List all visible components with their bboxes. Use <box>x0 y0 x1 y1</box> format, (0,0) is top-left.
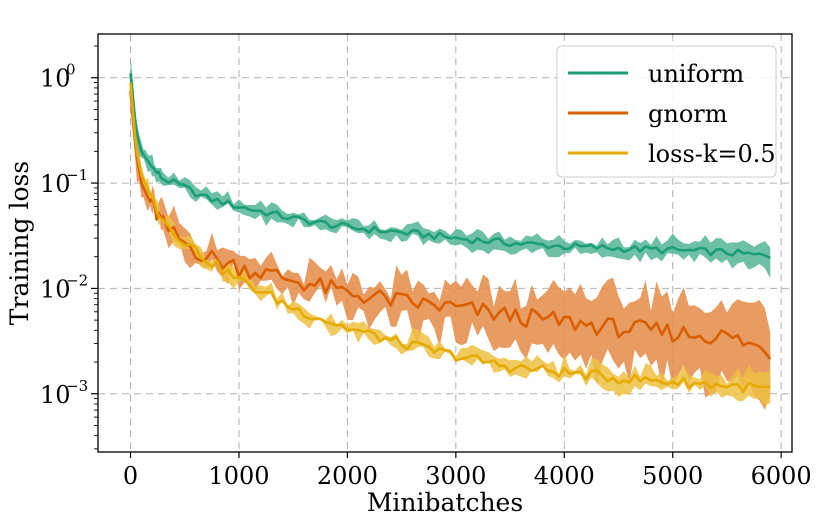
band-gnorm <box>130 83 771 410</box>
y-tick-base-0: 10 <box>40 65 71 93</box>
y-tick-base-3: 10 <box>40 381 71 409</box>
y-tick-exponent-1: −1 <box>66 166 88 184</box>
legend-label-2: loss-k=0.5 <box>648 140 776 168</box>
x-tick-label-2: 2000 <box>317 462 378 490</box>
y-tick-label-2: 10−2 <box>40 271 88 303</box>
x-tick-label-4: 4000 <box>534 462 595 490</box>
series-lines <box>129 73 772 394</box>
plot-frame <box>97 33 793 453</box>
y-tick-base-2: 10 <box>40 275 71 303</box>
y-tick-exponent-3: −3 <box>66 377 88 395</box>
y-tick-exponent-0: 0 <box>66 61 76 79</box>
y-tick-base-1: 10 <box>40 170 71 198</box>
x-axis-label: Minibatches <box>367 488 523 517</box>
line-loss-k-0-5 <box>129 82 771 394</box>
y-axis-label: Training loss <box>5 161 34 325</box>
x-tick-label-3: 3000 <box>425 462 486 490</box>
legend-label-0: uniform <box>648 60 744 88</box>
y-tick-label-3: 10−3 <box>40 377 88 409</box>
x-tick-label-5: 5000 <box>642 462 703 490</box>
line-gnorm <box>129 90 772 360</box>
x-tick-label-0: 0 <box>123 462 138 490</box>
legend: uniform gnorm loss-k=0.5 <box>556 45 777 178</box>
band-uniform <box>130 56 771 279</box>
y-tick-exponent-2: −2 <box>66 271 88 289</box>
x-tick-label-1: 1000 <box>208 462 269 490</box>
y-tick-label-1: 10−1 <box>40 166 88 198</box>
confidence-bands <box>130 56 771 410</box>
y-tick-label-0: 100 <box>40 61 76 93</box>
legend-label-1: gnorm <box>648 100 728 128</box>
legend-box <box>556 45 777 178</box>
x-tick-label-6: 6000 <box>751 462 812 490</box>
band-loss-k-0-5 <box>130 71 771 406</box>
line-uniform <box>129 73 771 260</box>
